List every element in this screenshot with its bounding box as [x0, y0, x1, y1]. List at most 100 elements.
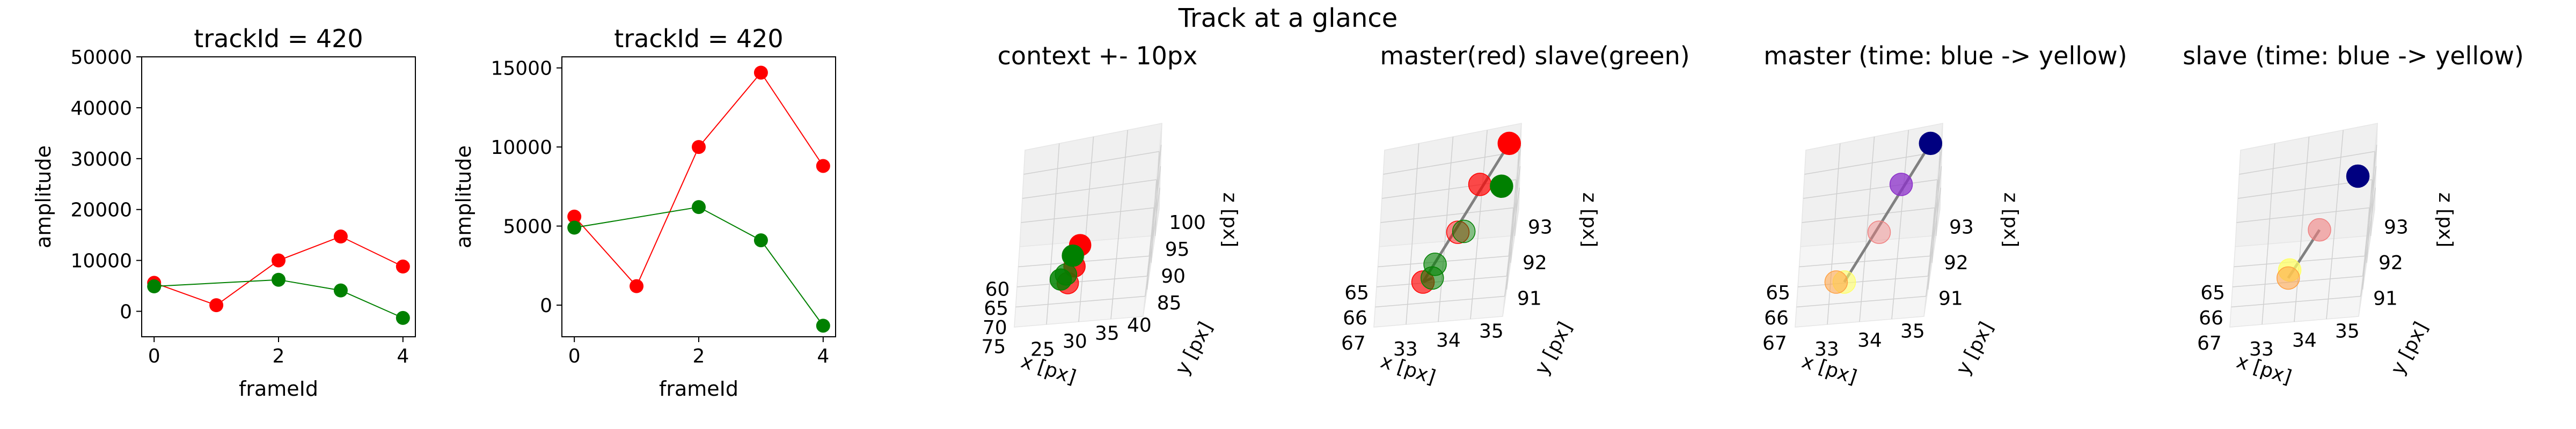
grid-line: [1796, 295, 1926, 308]
scatter-point: [1062, 245, 1084, 267]
data-point: [630, 279, 644, 293]
z-tick-label: 93: [1528, 216, 1553, 238]
x-tick-label: 67: [2197, 332, 2222, 354]
line-panel-1: trackId = 420 0 2 4 0 10000 20000 30000 40000 500…: [32, 24, 416, 401]
grid-line: [2370, 151, 2375, 236]
grid-line: [1931, 179, 1938, 263]
data-point: [147, 279, 162, 294]
scatter-point: [1421, 266, 1444, 290]
grid-line: [1110, 238, 1119, 320]
data-point: [333, 230, 348, 244]
y-tick-label: 0: [540, 295, 552, 317]
data-point: [567, 220, 582, 235]
y-tick-label: 34: [1436, 329, 1461, 351]
data-point: [753, 65, 768, 80]
grid-line: [1859, 241, 1867, 322]
y-tick-label: 34: [1857, 329, 1882, 351]
z-tick-label: 92: [1523, 252, 1547, 274]
scatter-point: [1055, 263, 1078, 286]
y-tick-label: 33: [1393, 338, 1418, 360]
scatter-point: [1919, 131, 1943, 156]
y-tick-label: 20000: [70, 199, 132, 221]
grid-line: [2333, 130, 2344, 239]
scatter-point: [1867, 220, 1891, 244]
grid-line: [1154, 151, 1160, 236]
x-tick-label: 4: [397, 345, 409, 367]
z-tick-label: 85: [1157, 292, 1182, 314]
scatter3d-panel-4: slave (time: blue -> yellow) 65 66 67 33 34 35…: [2183, 41, 2524, 389]
grid-line: [1145, 187, 1160, 297]
y-tick-label: 25: [1030, 339, 1055, 361]
data-point: [692, 200, 706, 214]
scatter-point: [1889, 173, 1913, 196]
grid-line: [1383, 151, 1519, 175]
grid-line: [1935, 151, 1941, 236]
x-tick-label: 60: [985, 278, 1010, 300]
scatter-point: [1490, 174, 1513, 198]
scatter-point: [1452, 219, 1476, 243]
x-axis-label: frameId: [239, 377, 318, 401]
chart-title: context +- 10px: [998, 41, 1198, 70]
y-tick-label: 33: [1814, 338, 1839, 360]
chart-title: master (time: blue -> yellow): [1763, 41, 2127, 70]
series-line-2: [574, 206, 824, 326]
data-point: [816, 159, 830, 173]
grid-line: [1470, 238, 1479, 320]
z-tick-label: 92: [1944, 252, 1968, 274]
scatter-point: [2277, 266, 2300, 290]
axes-frame: [141, 56, 416, 337]
grid-line: [1891, 238, 1900, 320]
grid-line: [1015, 295, 1145, 308]
z-tick-label: 90: [1161, 265, 1185, 287]
z-tick-label: 91: [1517, 288, 1542, 310]
grid-line: [2231, 295, 2361, 308]
data-point: [753, 233, 768, 248]
grid-line: [1514, 151, 1519, 236]
y-tick-label: 35: [1900, 321, 1925, 343]
line-panel-2: trackId = 420 0 2 4 0 5000 10000 15000 frameId am…: [452, 24, 836, 401]
data-point: [396, 260, 410, 274]
scatter-point: [2308, 218, 2331, 242]
x-tick-label: 70: [983, 317, 1007, 339]
z-tick-label: 92: [2379, 252, 2403, 274]
data-point: [333, 283, 348, 298]
x-tick-label: 0: [568, 345, 581, 367]
y-tick-label: 30: [1063, 331, 1087, 353]
z-tick-label: 93: [2384, 216, 2409, 238]
grid-line: [2360, 187, 2376, 297]
z-axis-label: z [px]: [2000, 193, 2022, 248]
chart-title: trackId = 420: [614, 24, 783, 53]
z-tick-label: 91: [2373, 288, 2398, 310]
chart-title: trackId = 420: [194, 24, 363, 53]
z-tick-label: 93: [1949, 216, 1974, 238]
x-tick-label: 66: [1343, 307, 1367, 329]
y-tick-label: 35: [1095, 323, 1119, 345]
z-axis-label: z [px]: [2434, 193, 2456, 248]
x-tick-label: 65: [984, 298, 1008, 320]
grid-line: [2239, 151, 2375, 175]
y-tick-label: 30000: [70, 149, 132, 171]
y-tick-label: 5000: [503, 216, 552, 238]
track-line: [1843, 143, 1932, 283]
y-tick-label: 40000: [70, 98, 132, 120]
y-axis-label: amplitude: [32, 145, 55, 248]
grid-line: [2326, 238, 2334, 320]
series-line-2: [154, 279, 404, 319]
figure-suptitle: Track at a glance: [1178, 3, 1398, 33]
z-axis-label: z [px]: [1578, 193, 1600, 248]
y-tick-label: 0: [120, 301, 132, 323]
data-point: [209, 298, 224, 313]
x-tick-label: 75: [982, 336, 1006, 358]
x-tick-label: 65: [1766, 282, 1790, 304]
y-tick-label: 40: [1127, 315, 1152, 337]
grid-line: [1926, 187, 1941, 297]
scatter-point: [2346, 164, 2370, 188]
scatter3d-panel-2: master(red) slave(green) 65 66 67 33 34 35 91 92…: [1341, 41, 1690, 389]
grid-line: [2366, 179, 2373, 263]
x-tick-label: 67: [1762, 332, 1787, 354]
y-tick-label: 33: [2249, 338, 2274, 360]
grid-line: [1803, 179, 1938, 199]
x-tick-label: 2: [693, 345, 705, 367]
z-tick-label: 95: [1165, 239, 1190, 261]
chart-title: master(red) slave(green): [1380, 41, 1689, 70]
